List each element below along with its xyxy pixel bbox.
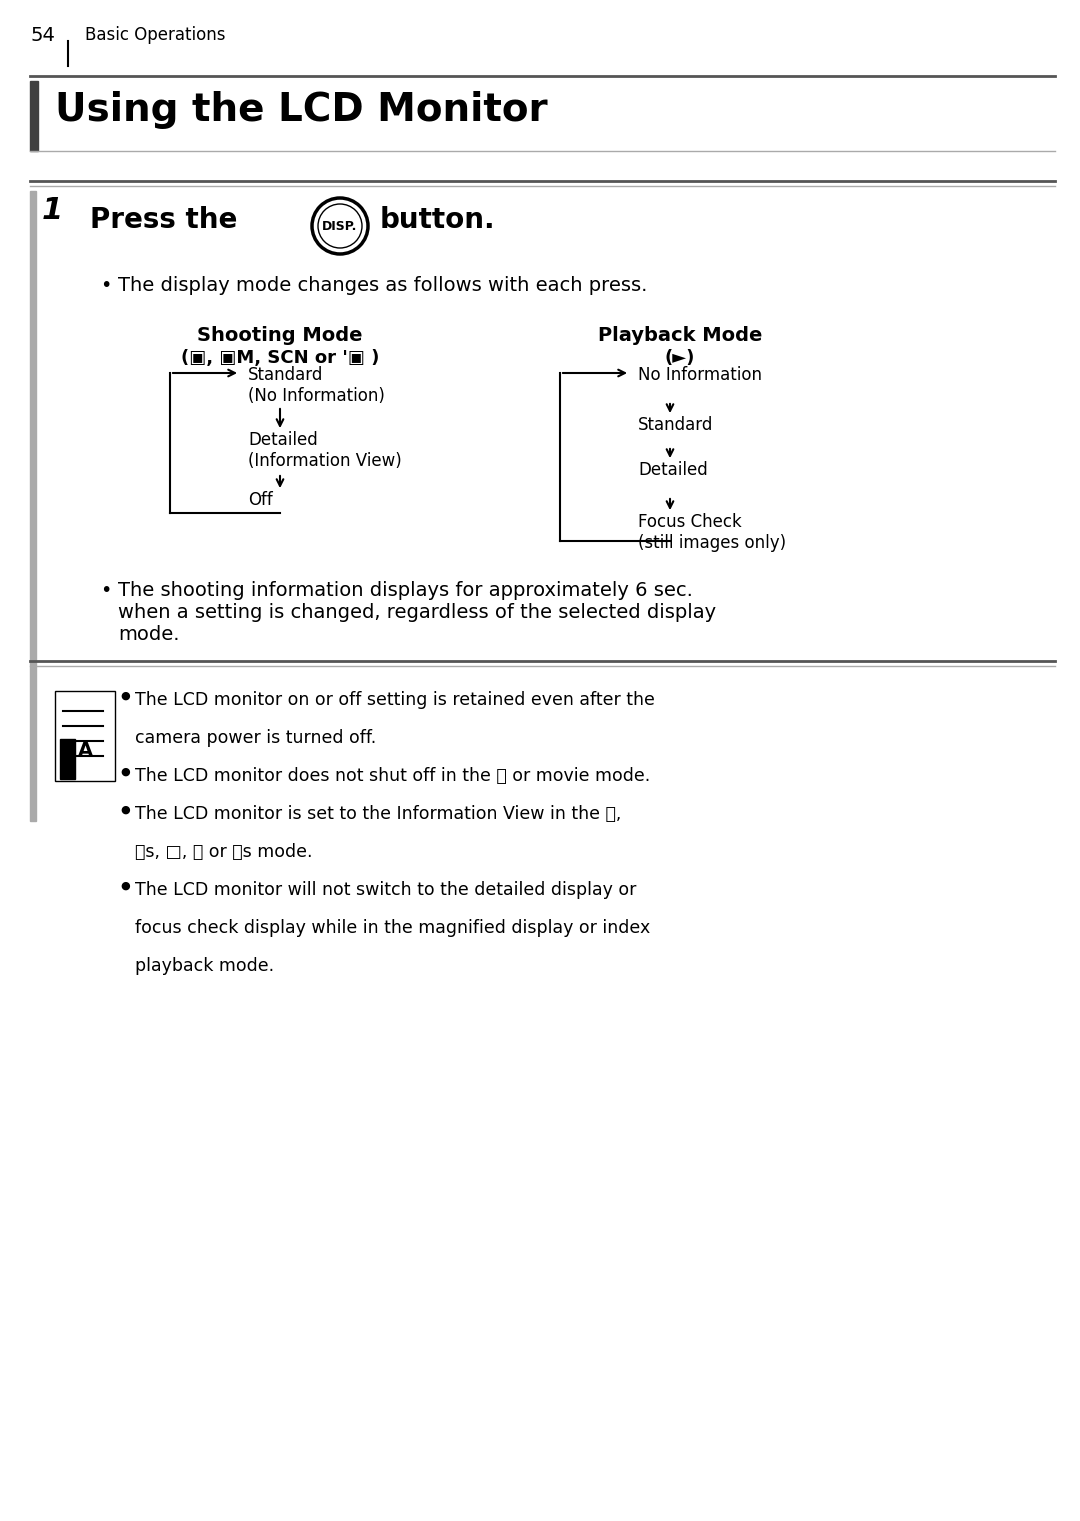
Text: A: A xyxy=(78,741,93,760)
Text: The LCD monitor on or off setting is retained even after the: The LCD monitor on or off setting is ret… xyxy=(135,691,654,709)
Bar xyxy=(30,192,36,821)
Text: (►): (►) xyxy=(665,348,696,367)
Text: 1: 1 xyxy=(42,196,64,225)
Text: Press the: Press the xyxy=(90,205,238,234)
Text: •: • xyxy=(100,581,111,599)
Text: The shooting information displays for approximately 6 sec.: The shooting information displays for ap… xyxy=(118,581,693,599)
Text: (▣, ▣M, SCN or '▣ ): (▣, ▣M, SCN or '▣ ) xyxy=(180,348,379,367)
Text: 54: 54 xyxy=(30,26,55,46)
Text: Playback Mode: Playback Mode xyxy=(598,325,762,345)
Text: DISP.: DISP. xyxy=(322,221,357,233)
Text: Basic Operations: Basic Operations xyxy=(85,26,226,44)
Text: ●: ● xyxy=(120,881,130,891)
Text: Focus Check
(still images only): Focus Check (still images only) xyxy=(638,513,786,552)
Bar xyxy=(30,81,38,151)
Bar xyxy=(55,691,114,780)
Text: Standard: Standard xyxy=(638,417,714,433)
Text: focus check display while in the magnified display or index: focus check display while in the magnifi… xyxy=(135,919,650,937)
Text: camera power is turned off.: camera power is turned off. xyxy=(135,729,376,747)
Text: ●: ● xyxy=(120,767,130,777)
Text: The LCD monitor does not shut off in the ⓑ or movie mode.: The LCD monitor does not shut off in the… xyxy=(135,767,650,785)
Text: ●: ● xyxy=(120,805,130,815)
Text: No Information: No Information xyxy=(638,367,762,383)
Text: button.: button. xyxy=(380,205,496,234)
Text: ●: ● xyxy=(120,691,130,701)
Text: Detailed
(Information View): Detailed (Information View) xyxy=(248,430,402,470)
Text: The display mode changes as follows with each press.: The display mode changes as follows with… xyxy=(118,275,647,295)
Text: when a setting is changed, regardless of the selected display: when a setting is changed, regardless of… xyxy=(118,602,716,622)
Text: ⓑs, □, ⓐ or ⓑs mode.: ⓑs, □, ⓐ or ⓑs mode. xyxy=(135,843,312,861)
Text: mode.: mode. xyxy=(118,625,179,643)
Text: The LCD monitor is set to the Information View in the ⓐ,: The LCD monitor is set to the Informatio… xyxy=(135,805,621,823)
Text: Off: Off xyxy=(248,491,273,510)
Text: playback mode.: playback mode. xyxy=(135,957,274,975)
Text: Detailed: Detailed xyxy=(638,461,707,479)
Text: Standard
(No Information): Standard (No Information) xyxy=(248,367,384,405)
Text: Shooting Mode: Shooting Mode xyxy=(198,325,363,345)
Text: •: • xyxy=(100,275,111,295)
Text: The LCD monitor will not switch to the detailed display or: The LCD monitor will not switch to the d… xyxy=(135,881,636,899)
Text: Using the LCD Monitor: Using the LCD Monitor xyxy=(55,91,548,129)
Bar xyxy=(60,739,75,779)
